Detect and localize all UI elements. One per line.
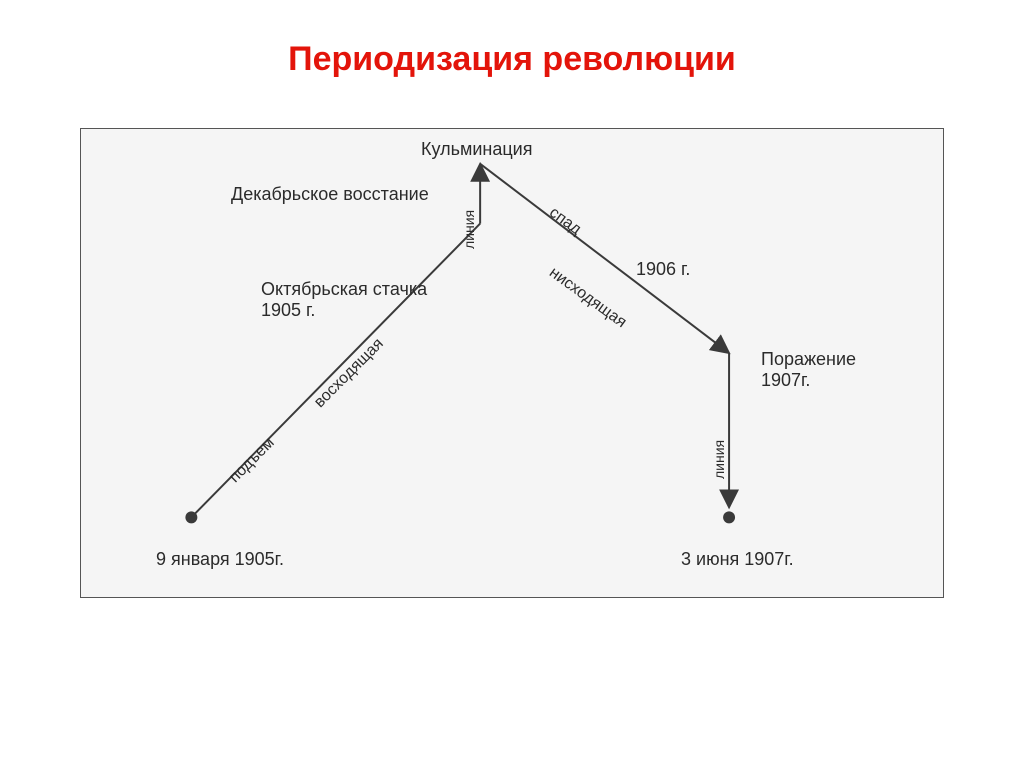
label-year1906: 1906 г.: [636, 259, 690, 280]
page-title: Периодизация революции: [0, 40, 1024, 79]
rot-label-line_up: линия: [461, 210, 477, 249]
label-start_date: 9 января 1905г.: [156, 549, 284, 570]
label-december: Декабрьское восстание: [231, 184, 429, 205]
label-culmination: Кульминация: [421, 139, 532, 160]
diagram-arrow: [480, 164, 729, 353]
diagram-frame: Кульминация Декабрьское восстание Октябрьс…: [80, 128, 944, 598]
label-october: Октябрьская стачка 1905 г.: [261, 279, 427, 321]
label-end_date: 3 июня 1907г.: [681, 549, 794, 570]
rot-label-line_down: линия: [711, 440, 727, 479]
label-defeat: Поражение 1907г.: [761, 349, 856, 391]
diagram-point: [185, 511, 197, 523]
diagram-point: [723, 511, 735, 523]
